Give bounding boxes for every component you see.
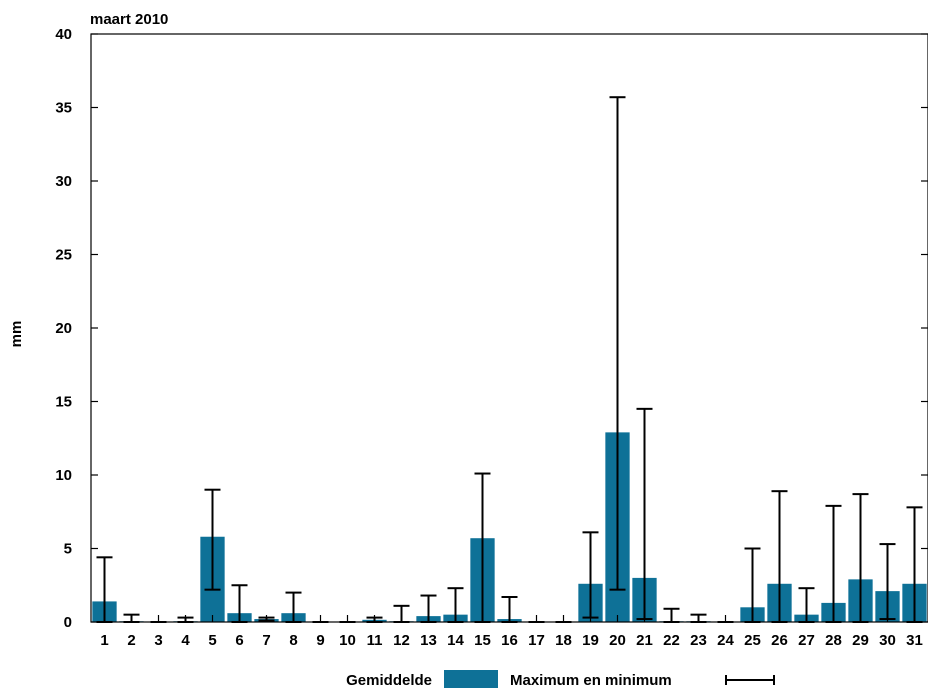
x-tick-label-3: 3 xyxy=(154,632,162,649)
x-tick-label-20: 20 xyxy=(609,632,626,649)
x-tick-label-26: 26 xyxy=(771,632,788,649)
y-tick-label: 25 xyxy=(55,247,72,264)
x-tick-label-25: 25 xyxy=(744,632,761,649)
x-tick-label-27: 27 xyxy=(798,632,815,649)
legend-swatch-gemiddelde xyxy=(444,670,498,688)
x-tick-label-22: 22 xyxy=(663,632,680,649)
x-tick-label-9: 9 xyxy=(316,632,324,649)
x-tick-label-16: 16 xyxy=(501,632,518,649)
y-tick-label: 15 xyxy=(55,394,72,411)
chart-title: maart 2010 xyxy=(90,11,168,28)
x-tick-label-28: 28 xyxy=(825,632,842,649)
x-tick-label-6: 6 xyxy=(235,632,243,649)
x-tick-label-19: 19 xyxy=(582,632,599,649)
x-tick-label-8: 8 xyxy=(289,632,297,649)
error-bar-5 xyxy=(204,488,221,591)
y-axis-label: mm xyxy=(8,321,25,348)
error-bar-20 xyxy=(609,96,626,591)
x-tick-label-21: 21 xyxy=(636,632,653,649)
x-tick-label-4: 4 xyxy=(181,632,190,649)
x-axis-ticks: 1 2 3 4 5 6 7 8 9 10 11 12 13 14 15 16 17 18 19 20 21 22 23 24 2… xyxy=(100,615,923,649)
x-tick-label-24: 24 xyxy=(717,632,734,649)
x-tick-label-11: 11 xyxy=(367,632,383,649)
x-tick-label-29: 29 xyxy=(852,632,869,649)
x-tick-label-15: 15 xyxy=(474,632,491,649)
legend-label-maximum-en-minimum: Maximum en minimum xyxy=(510,672,672,688)
y-tick-label: 5 xyxy=(64,541,72,558)
legend-label-gemiddelde: Gemiddelde xyxy=(346,672,432,688)
y-tick-label: 30 xyxy=(55,173,72,190)
x-tick-label-31: 31 xyxy=(906,632,923,649)
y-axis-ticks: 0 5 10 15 20 25 30 35 40 xyxy=(55,26,928,631)
legend: Gemiddelde Maximum en minimum xyxy=(346,670,775,688)
y-tick-label: 35 xyxy=(55,100,72,117)
x-tick-label-2: 2 xyxy=(127,632,135,649)
x-tick-label-7: 7 xyxy=(262,632,270,649)
plot-frame xyxy=(90,33,928,623)
x-tick-label-18: 18 xyxy=(555,632,572,649)
legend-errorbar-symbol xyxy=(725,675,775,685)
x-tick-label-12: 12 xyxy=(393,632,410,649)
y-tick-label: 20 xyxy=(55,320,72,337)
x-tick-label-13: 13 xyxy=(420,632,437,649)
bars xyxy=(92,432,927,622)
x-tick-label-30: 30 xyxy=(879,632,896,649)
y-tick-label: 0 xyxy=(64,614,72,631)
x-tick-label-10: 10 xyxy=(339,632,356,649)
x-tick-label-5: 5 xyxy=(208,632,216,649)
y-tick-label: 10 xyxy=(55,467,72,484)
x-tick-label-23: 23 xyxy=(690,632,707,649)
x-tick-label-17: 17 xyxy=(528,632,545,649)
y-tick-label: 40 xyxy=(55,26,72,43)
x-tick-label-14: 14 xyxy=(447,632,464,649)
x-tick-label-1: 1 xyxy=(100,632,108,649)
